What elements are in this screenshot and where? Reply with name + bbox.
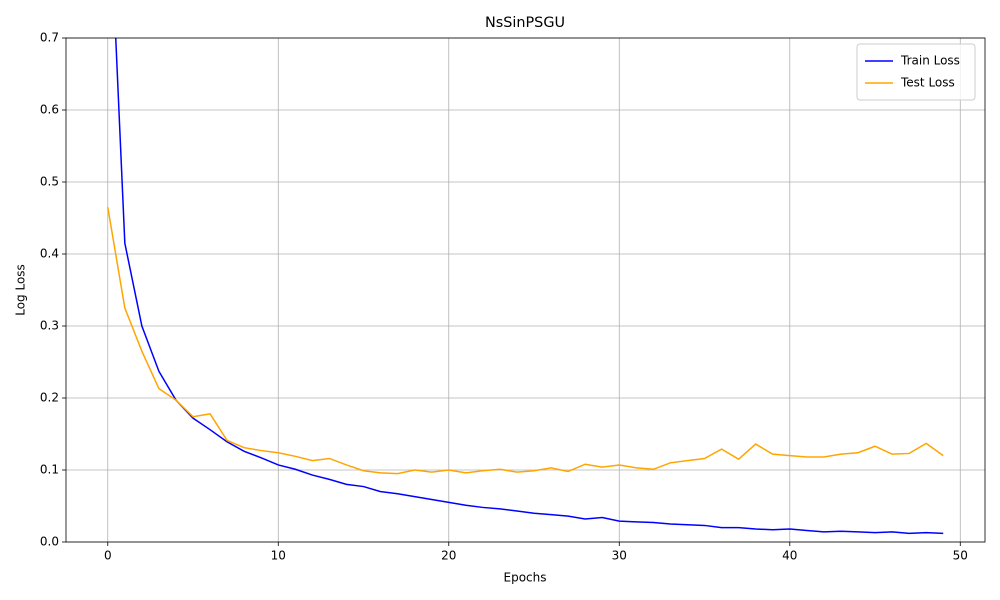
- x-tick-label: 50: [953, 549, 968, 563]
- y-tick-label: 0.1: [40, 463, 59, 477]
- x-tick-label: 0: [104, 549, 112, 563]
- axes-frame: [65, 37, 986, 543]
- y-tick-label: 0.5: [40, 175, 59, 189]
- plot-area: [107, 38, 944, 535]
- y-tick-label: 0.6: [40, 103, 59, 117]
- y-tick-label: 0.0: [40, 535, 59, 549]
- legend: Train Loss Test Loss: [856, 43, 976, 101]
- x-tick-label: 30: [612, 549, 627, 563]
- ticks: 0 10 20 30 40 50 0.0 0.1 0.2 0.3 0.4 0.5 0.6 0.7: [40, 31, 968, 563]
- grid: [66, 37, 985, 543]
- y-axis-label: Log Loss: [14, 264, 28, 316]
- y-tick-label: 0.7: [40, 31, 59, 45]
- x-tick-label: 10: [271, 549, 286, 563]
- legend-label: Test Loss: [900, 76, 955, 90]
- x-axis-label: Epochs: [504, 571, 547, 585]
- x-tick-label: 20: [441, 549, 456, 563]
- legend-box: [856, 43, 976, 101]
- chart-title: NsSinPSGU: [485, 15, 565, 31]
- x-tick-label: 40: [782, 549, 797, 563]
- legend-label: Train Loss: [900, 54, 960, 68]
- line-series: [107, 207, 944, 475]
- y-tick-label: 0.3: [40, 319, 59, 333]
- line-series: [114, 38, 944, 535]
- y-tick-label: 0.2: [40, 391, 59, 405]
- y-tick-label: 0.4: [40, 247, 59, 261]
